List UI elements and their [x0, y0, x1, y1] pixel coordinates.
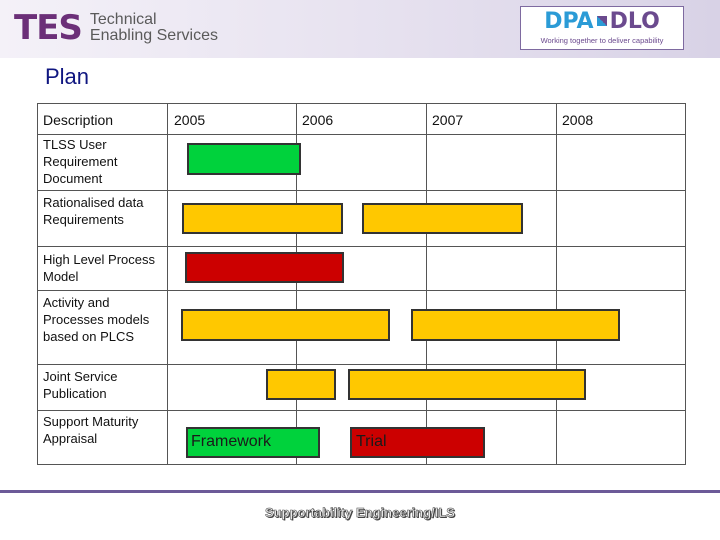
row-divider	[37, 410, 686, 411]
column-header-2008: 2008	[562, 112, 594, 128]
gantt-bar-rationalised-1	[182, 203, 343, 234]
row-label-support-maturity: Support Maturity Appraisal	[43, 414, 139, 446]
gantt-bar-high-level	[185, 252, 344, 283]
row-divider	[37, 246, 686, 247]
dlo-logo-text: DLO	[609, 9, 660, 34]
column-divider	[556, 103, 557, 465]
tes-logo: TES Technical Enabling Services	[14, 10, 218, 46]
page-title: Plan	[45, 64, 90, 89]
row-label-high-level-process: High Level Process Model	[43, 252, 155, 284]
footer-text: Supportability Engineering/ILS	[265, 505, 455, 521]
gantt-bar-activity-1	[181, 309, 390, 341]
column-divider	[167, 103, 168, 465]
dpa-dlo-logo-title: DPA DLO	[521, 10, 683, 34]
gantt-bar-tlss	[187, 143, 301, 175]
dpa-dlo-tagline: Working together to deliver capability	[540, 36, 664, 45]
dpa-logo-text: DPA	[544, 9, 594, 34]
gantt-bar-rationalised-2	[362, 203, 523, 234]
plan-table	[37, 103, 686, 465]
tes-logo-line1: Technical	[89, 11, 157, 28]
tes-logo-mark: TES	[14, 8, 83, 48]
tes-logo-text: Technical Enabling Services	[90, 12, 218, 44]
row-label-tlss: TLSS User Requirement Document	[43, 137, 118, 186]
column-header-description: Description	[43, 112, 114, 128]
gantt-bar-framework-label: Framework	[191, 433, 272, 450]
gantt-bar-trial	[350, 427, 485, 458]
gantt-bar-framework	[186, 427, 320, 458]
row-divider	[37, 364, 686, 365]
row-divider	[37, 290, 686, 291]
dpa-dlo-logo: DPA DLO Working together to deliver capab…	[520, 6, 684, 50]
footer-divider	[0, 490, 720, 493]
logo-separator-icon	[596, 16, 607, 26]
column-header-2007: 2007	[432, 112, 464, 128]
column-header-2006: 2006	[302, 112, 334, 128]
row-divider	[37, 190, 686, 191]
header-banner: TES Technical Enabling Services DPA DLO W…	[0, 0, 720, 58]
gantt-bar-joint-2	[348, 369, 586, 400]
column-divider	[296, 103, 297, 465]
gantt-bar-trial-label: Trial	[356, 433, 387, 450]
gantt-bar-activity-2	[411, 309, 620, 341]
row-label-joint-service: Joint Service Publication	[43, 369, 118, 401]
column-divider	[426, 103, 427, 465]
row-divider	[37, 134, 686, 135]
column-header-2005: 2005	[174, 112, 206, 128]
row-label-activity-processes: Activity and Processes models based on P…	[43, 295, 150, 344]
gantt-bar-joint-1	[266, 369, 336, 400]
row-label-rationalised-data: Rationalised data Requirements	[43, 195, 144, 227]
tes-logo-line2: Enabling Services	[89, 27, 218, 44]
